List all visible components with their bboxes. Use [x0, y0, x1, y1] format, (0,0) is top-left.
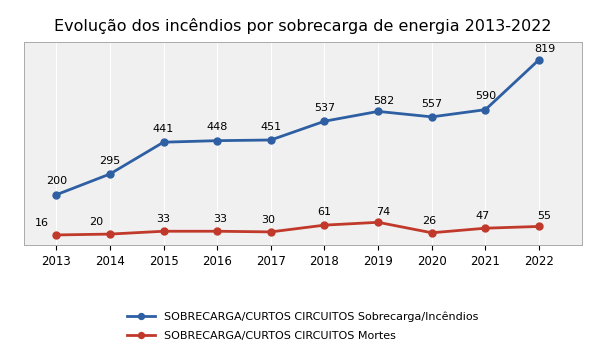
- Text: 55: 55: [538, 211, 551, 221]
- Text: 448: 448: [206, 122, 228, 132]
- SOBRECARGA/CURTOS CIRCUITOS Sobrecarga/Incêndios: [160, 140, 167, 144]
- SOBRECARGA/CURTOS CIRCUITOS Mortes: [428, 231, 436, 235]
- Text: 537: 537: [314, 103, 335, 113]
- SOBRECARGA/CURTOS CIRCUITOS Mortes: [106, 232, 113, 236]
- SOBRECARGA/CURTOS CIRCUITOS Sobrecarga/Incêndios: [374, 109, 382, 113]
- Text: 441: 441: [153, 124, 174, 134]
- Text: 47: 47: [476, 211, 490, 221]
- Title: Evolução dos incêndios por sobrecarga de energia 2013-2022: Evolução dos incêndios por sobrecarga de…: [54, 18, 552, 34]
- SOBRECARGA/CURTOS CIRCUITOS Sobrecarga/Incêndios: [267, 138, 274, 142]
- SOBRECARGA/CURTOS CIRCUITOS Mortes: [482, 226, 489, 230]
- Text: 20: 20: [89, 217, 103, 227]
- Text: 590: 590: [475, 91, 496, 102]
- SOBRECARGA/CURTOS CIRCUITOS Mortes: [374, 220, 382, 224]
- Text: 295: 295: [99, 156, 121, 166]
- Text: 30: 30: [261, 215, 275, 225]
- SOBRECARGA/CURTOS CIRCUITOS Sobrecarga/Incêndios: [106, 172, 113, 176]
- Text: 33: 33: [213, 214, 227, 224]
- SOBRECARGA/CURTOS CIRCUITOS Sobrecarga/Incêndios: [53, 193, 60, 197]
- SOBRECARGA/CURTOS CIRCUITOS Mortes: [535, 224, 542, 229]
- Text: 33: 33: [157, 214, 170, 224]
- Legend: SOBRECARGA/CURTOS CIRCUITOS Sobrecarga/Incêndios, SOBRECARGA/CURTOS CIRCUITOS Mo: SOBRECARGA/CURTOS CIRCUITOS Sobrecarga/I…: [123, 307, 483, 346]
- Text: 557: 557: [421, 99, 442, 108]
- Text: 582: 582: [373, 96, 394, 106]
- SOBRECARGA/CURTOS CIRCUITOS Sobrecarga/Incêndios: [535, 58, 542, 62]
- SOBRECARGA/CURTOS CIRCUITOS Sobrecarga/Incêndios: [321, 119, 328, 123]
- Text: 451: 451: [260, 122, 281, 132]
- SOBRECARGA/CURTOS CIRCUITOS Mortes: [53, 233, 60, 237]
- Text: 61: 61: [317, 207, 331, 217]
- SOBRECARGA/CURTOS CIRCUITOS Sobrecarga/Incêndios: [214, 139, 221, 143]
- SOBRECARGA/CURTOS CIRCUITOS Mortes: [321, 223, 328, 227]
- Line: SOBRECARGA/CURTOS CIRCUITOS Sobrecarga/Incêndios: SOBRECARGA/CURTOS CIRCUITOS Sobrecarga/I…: [53, 56, 542, 198]
- Text: 26: 26: [422, 216, 436, 226]
- Text: 16: 16: [35, 218, 49, 228]
- SOBRECARGA/CURTOS CIRCUITOS Sobrecarga/Incêndios: [428, 115, 436, 119]
- Line: SOBRECARGA/CURTOS CIRCUITOS Mortes: SOBRECARGA/CURTOS CIRCUITOS Mortes: [53, 219, 542, 238]
- Text: 819: 819: [534, 44, 555, 54]
- Text: 74: 74: [377, 207, 391, 217]
- SOBRECARGA/CURTOS CIRCUITOS Mortes: [160, 229, 167, 233]
- Text: 200: 200: [46, 176, 67, 187]
- SOBRECARGA/CURTOS CIRCUITOS Sobrecarga/Incêndios: [482, 107, 489, 112]
- SOBRECARGA/CURTOS CIRCUITOS Mortes: [267, 230, 274, 234]
- SOBRECARGA/CURTOS CIRCUITOS Mortes: [214, 229, 221, 233]
